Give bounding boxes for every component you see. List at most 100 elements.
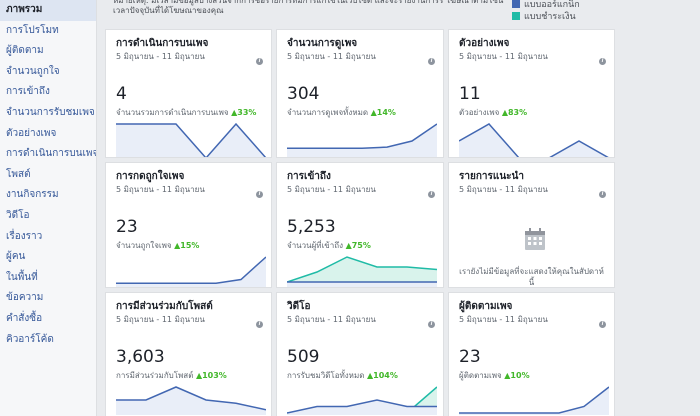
organic-series-line bbox=[287, 123, 437, 150]
card-sparkline bbox=[459, 123, 609, 157]
empty-state-text: เรายังไม่มีข้อมูลที่จะแสดงให้คุณในสัปดาห… bbox=[459, 267, 604, 287]
sidebar-item-followers[interactable]: ผู้ติดตาม bbox=[6, 45, 44, 57]
card-metric-value: 11 bbox=[459, 84, 481, 104]
card-date-range: 5 มิถุนายน - 11 มิถุนายน bbox=[116, 185, 205, 194]
card-date-range: 5 มิถุนายน - 11 มิถุนายน bbox=[459, 52, 548, 61]
legend-swatch-organic bbox=[512, 0, 520, 8]
card-page-followers[interactable]: ผู้ติดตามเพจ 5 มิถุนายน - 11 มิถุนายน i … bbox=[448, 292, 615, 416]
card-caption-text: การรับชมวิดีโอทั้งหมด bbox=[287, 371, 365, 380]
card-caption-text: การมีส่วนร่วมกับโพสต์ bbox=[116, 371, 194, 380]
card-metric-value: 509 bbox=[287, 347, 320, 367]
sidebar-item-events[interactable]: งานกิจกรรม bbox=[6, 189, 59, 201]
card-sparkline bbox=[287, 386, 437, 415]
card-caption-text: จำนวนรวมการดำเนินการบนเพจ bbox=[116, 108, 229, 117]
sidebar-item-promotions[interactable]: การโปรโมท bbox=[6, 24, 59, 36]
card-caption: จำนวนรวมการดำเนินการบนเพจ ▲33% bbox=[116, 106, 256, 119]
info-icon[interactable]: i bbox=[428, 321, 435, 328]
organic-series-area bbox=[459, 387, 609, 415]
card-sparkline bbox=[287, 123, 437, 157]
card-caption: ตัวอย่างเพจ ▲83% bbox=[459, 106, 527, 119]
organic-series-line bbox=[116, 256, 266, 284]
card-metric-value: 4 bbox=[116, 84, 127, 104]
card-page-previews[interactable]: ตัวอย่างเพจ 5 มิถุนายน - 11 มิถุนายน i 1… bbox=[448, 29, 615, 158]
sidebar-item-actions-on-page[interactable]: การดำเนินการบนเพจ bbox=[6, 148, 96, 160]
info-icon[interactable]: i bbox=[256, 58, 263, 65]
info-icon[interactable]: i bbox=[256, 321, 263, 328]
card-page-views[interactable]: จำนวนการดูเพจ 5 มิถุนายน - 11 มิถุนายน i… bbox=[276, 29, 444, 158]
chart-legend: แบบออร์แกนิก แบบชำระเงิน bbox=[512, 0, 580, 22]
card-metric-value: 5,253 bbox=[287, 217, 336, 237]
card-page-likes[interactable]: การกดถูกใจเพจ 5 มิถุนายน - 11 มิถุนายน i… bbox=[105, 162, 272, 288]
card-caption: จำนวนถูกใจเพจ ▲15% bbox=[116, 239, 199, 252]
card-date-range: 5 มิถุนายน - 11 มิถุนายน bbox=[459, 185, 548, 194]
legend-label-paid: แบบชำระเงิน bbox=[524, 12, 576, 22]
card-change: ▲33% bbox=[231, 108, 257, 117]
card-date-range: 5 มิถุนายน - 11 มิถุนายน bbox=[287, 185, 376, 194]
card-date-range: 5 มิถุนายน - 11 มิถุนายน bbox=[116, 315, 205, 324]
card-change: ▲14% bbox=[370, 108, 396, 117]
card-change: ▲104% bbox=[366, 371, 398, 380]
card-change: ▲10% bbox=[504, 371, 530, 380]
card-sparkline bbox=[459, 386, 609, 415]
card-metric-value: 3,603 bbox=[116, 347, 165, 367]
info-icon[interactable]: i bbox=[428, 58, 435, 65]
card-title: การดำเนินการบนเพจ bbox=[116, 38, 209, 49]
paid-series-line bbox=[287, 256, 437, 283]
card-sparkline bbox=[287, 256, 437, 287]
card-metric-value: 23 bbox=[116, 217, 138, 237]
card-change: ▲75% bbox=[345, 241, 371, 250]
card-title: จำนวนการดูเพจ bbox=[287, 38, 358, 49]
sidebar: ภาพรวม การโปรโมท ผู้ติดตาม จำนวนถูกใจ กา… bbox=[0, 0, 97, 416]
disclaimer-note: หมายเหตุ: มีเวลามีข้อมูลบางส่วนจากการชื่… bbox=[113, 0, 504, 15]
card-metric-value: 304 bbox=[287, 84, 320, 104]
card-sparkline bbox=[116, 122, 266, 157]
card-caption-text: จำนวนการดูเพจทั้งหมด bbox=[287, 108, 369, 117]
card-title: การเข้าถึง bbox=[287, 171, 331, 182]
info-icon[interactable]: i bbox=[599, 321, 606, 328]
organic-series-area bbox=[287, 400, 437, 415]
sidebar-item-reach[interactable]: การเข้าถึง bbox=[6, 86, 50, 98]
sidebar-item-videos[interactable]: วิดีโอ bbox=[6, 209, 30, 221]
sidebar-item-stories[interactable]: เรื่องราว bbox=[6, 230, 43, 242]
organic-series-line bbox=[116, 122, 266, 157]
card-caption-text: จำนวนผู้ที่เข้าถึง bbox=[287, 241, 344, 250]
sidebar-item-people[interactable]: ผู้คน bbox=[6, 251, 26, 263]
paid-series-area bbox=[287, 257, 437, 287]
card-reach[interactable]: การเข้าถึง 5 มิถุนายน - 11 มิถุนายน i 5,… bbox=[276, 162, 444, 288]
info-icon[interactable]: i bbox=[428, 191, 435, 198]
legend-swatch-paid bbox=[512, 12, 520, 20]
legend-item-organic: แบบออร์แกนิก bbox=[512, 0, 580, 10]
organic-series-area bbox=[116, 387, 266, 415]
organic-series-line bbox=[287, 399, 437, 414]
card-recommendations[interactable]: รายการแนะนำ 5 มิถุนายน - 11 มิถุนายน i เ… bbox=[448, 162, 615, 288]
info-icon[interactable]: i bbox=[599, 58, 606, 65]
card-date-range: 5 มิถุนายน - 11 มิถุนายน bbox=[287, 315, 376, 324]
card-date-range: 5 มิถุนายน - 11 มิถุนายน bbox=[116, 52, 205, 61]
sidebar-item-overview[interactable]: ภาพรวม bbox=[0, 0, 96, 21]
card-title: ผู้ติดตามเพจ bbox=[459, 301, 513, 312]
card-post-engagement[interactable]: การมีส่วนร่วมกับโพสต์ 5 มิถุนายน - 11 มิ… bbox=[105, 292, 272, 416]
sidebar-item-likes[interactable]: จำนวนถูกใจ bbox=[6, 65, 60, 77]
sidebar-item-posts[interactable]: โพสต์ bbox=[6, 168, 31, 180]
card-caption-text: จำนวนถูกใจเพจ bbox=[116, 241, 172, 250]
sidebar-item-local[interactable]: ในพื้นที่ bbox=[6, 271, 38, 283]
card-date-range: 5 มิถุนายน - 11 มิถุนายน bbox=[287, 52, 376, 61]
calendar-icon bbox=[525, 228, 545, 250]
organic-series-area bbox=[287, 282, 437, 287]
sidebar-item-page-views[interactable]: จำนวนการรับชมเพจ bbox=[6, 106, 95, 118]
sidebar-item-messages[interactable]: ข้อความ bbox=[6, 292, 44, 304]
card-caption-text: ผู้ติดตามเพจ bbox=[459, 371, 502, 380]
card-page-actions[interactable]: การดำเนินการบนเพจ 5 มิถุนายน - 11 มิถุนา… bbox=[105, 29, 272, 158]
sidebar-item-orders[interactable]: คำสั่งซื้อ bbox=[6, 312, 43, 324]
card-sparkline bbox=[116, 256, 266, 287]
card-videos[interactable]: วิดีโอ 5 มิถุนายน - 11 มิถุนายน i 509 กา… bbox=[276, 292, 444, 416]
card-caption: ผู้ติดตามเพจ ▲10% bbox=[459, 369, 530, 382]
sidebar-item-page-previews[interactable]: ตัวอย่างเพจ bbox=[6, 127, 57, 139]
card-metric-value: 23 bbox=[459, 347, 481, 367]
sidebar-item-qr-code[interactable]: คิวอาร์โค้ด bbox=[6, 333, 54, 345]
organic-series-line bbox=[459, 386, 609, 414]
info-icon[interactable]: i bbox=[256, 191, 263, 198]
card-change: ▲15% bbox=[174, 241, 200, 250]
organic-series-line bbox=[459, 123, 609, 157]
info-icon[interactable]: i bbox=[599, 191, 606, 198]
